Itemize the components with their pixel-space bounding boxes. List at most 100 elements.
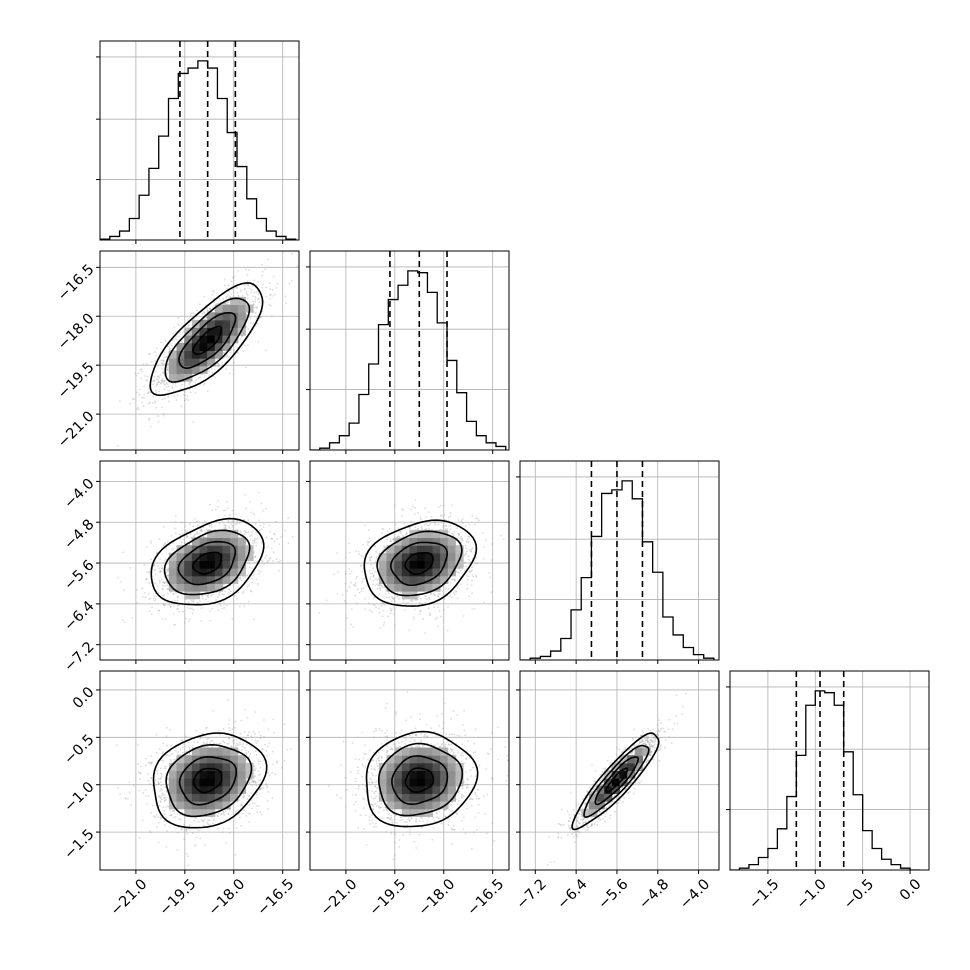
sample-point (224, 302, 227, 305)
sample-point (447, 588, 450, 590)
sample-point (443, 518, 446, 521)
density-cell (191, 575, 200, 584)
sample-point (427, 607, 430, 610)
sample-point (166, 574, 169, 577)
sample-point (182, 610, 185, 613)
sample-point (417, 527, 420, 530)
sample-point (223, 593, 225, 596)
sample-point (189, 617, 191, 620)
sample-point (287, 542, 290, 545)
sample-point (376, 578, 379, 581)
sample-point (207, 819, 209, 822)
sample-point (208, 610, 211, 613)
joint-panel-4-1 (96, 670, 300, 874)
density-cell (207, 312, 216, 321)
sample-point (199, 529, 202, 531)
sample-point (164, 339, 167, 342)
sample-point (452, 591, 455, 594)
sample-point (367, 529, 370, 531)
density-cell (378, 552, 388, 561)
sample-point (412, 598, 415, 601)
sample-point (256, 582, 259, 585)
density-cell (394, 583, 403, 592)
sample-point (161, 359, 164, 361)
sample-point (181, 533, 184, 535)
sample-point (346, 590, 349, 592)
density-cell (176, 373, 185, 382)
sample-point (203, 311, 206, 314)
sample-point (222, 509, 225, 512)
sample-point (251, 542, 254, 544)
sample-point (174, 382, 177, 385)
density-cell (191, 335, 200, 344)
sample-point (157, 565, 159, 568)
sample-point (336, 552, 339, 555)
sample-point (368, 541, 371, 544)
sample-point (245, 293, 248, 295)
sample-point (424, 597, 427, 600)
sample-point (285, 302, 287, 305)
sample-point (172, 382, 174, 385)
sample-point (154, 582, 157, 585)
sample-point (156, 381, 159, 383)
density-cell (184, 560, 193, 569)
sample-point (378, 611, 381, 614)
sample-point (177, 826, 180, 829)
sample-point (460, 535, 462, 538)
sample-point (234, 523, 237, 526)
sample-point (140, 368, 143, 370)
sample-point (233, 349, 236, 352)
sample-point (180, 405, 183, 408)
sample-point (166, 368, 168, 370)
sample-point (456, 597, 459, 600)
sample-point (228, 592, 230, 594)
sample-point (393, 600, 396, 602)
sample-point (391, 597, 394, 600)
sample-point (173, 326, 176, 329)
sample-point (457, 519, 460, 522)
sample-point (223, 607, 226, 609)
density-cell (432, 545, 441, 554)
sample-point (261, 283, 264, 286)
sample-point (158, 381, 160, 383)
sample-point (155, 552, 158, 555)
sample-point (399, 591, 402, 594)
sample-point (223, 351, 226, 354)
sample-point (425, 595, 427, 597)
sample-point (490, 591, 493, 594)
sample-point (163, 397, 166, 400)
density-cell (199, 568, 208, 577)
sample-point (417, 512, 419, 514)
sample-point (392, 538, 395, 541)
sample-point (154, 595, 156, 597)
sample-point (442, 525, 444, 528)
sample-point (388, 528, 391, 530)
sample-point (471, 608, 474, 611)
sample-point (453, 593, 456, 596)
density-cell (168, 358, 178, 367)
density-cell (214, 560, 223, 569)
sample-point (458, 572, 460, 574)
sample-point (237, 352, 239, 355)
sample-point (145, 578, 148, 580)
sample-point (162, 380, 165, 383)
sample-point (183, 390, 186, 393)
sample-point (210, 594, 213, 597)
sample-point (261, 560, 264, 563)
sample-point (424, 595, 426, 597)
sample-point (447, 606, 449, 608)
sample-point (162, 371, 165, 374)
sample-point (205, 528, 208, 531)
sample-point (468, 558, 470, 561)
sample-point (252, 300, 254, 303)
sample-point (173, 593, 175, 596)
sample-point (232, 520, 234, 522)
sample-point (461, 538, 463, 541)
sample-point (388, 592, 390, 595)
sample-point (137, 372, 140, 375)
density-cell (417, 545, 426, 554)
sample-point (268, 303, 271, 306)
sample-point (382, 602, 385, 605)
sample-point (215, 302, 218, 305)
sample-point (169, 605, 172, 608)
